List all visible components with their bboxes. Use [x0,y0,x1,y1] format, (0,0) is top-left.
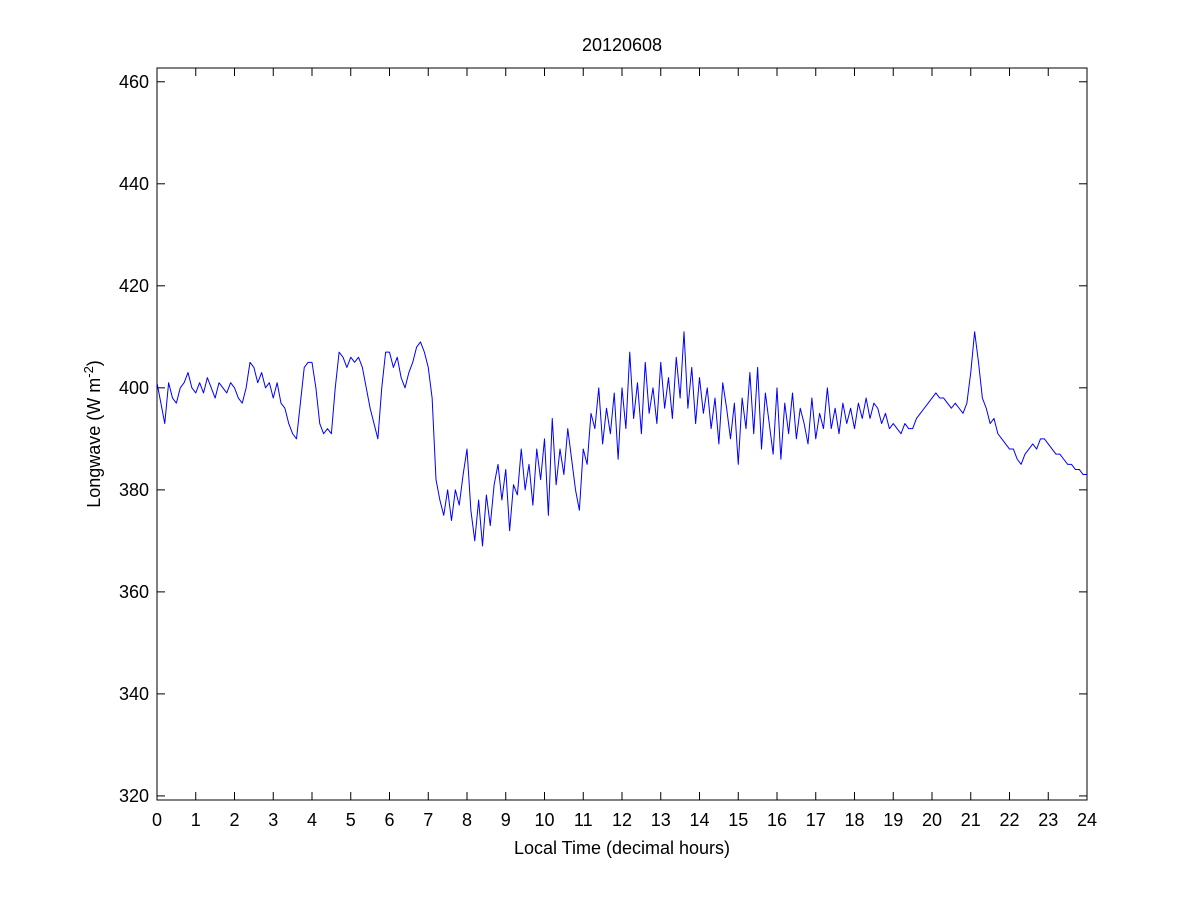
x-tick-label: 13 [651,810,671,830]
y-tick-label: 320 [119,786,149,806]
x-tick-label: 20 [922,810,942,830]
x-tick-label: 1 [191,810,201,830]
y-tick-label: 380 [119,480,149,500]
y-axis-label-end: ) [84,360,104,366]
x-tick-label: 0 [152,810,162,830]
x-tick-label: 2 [229,810,239,830]
y-tick-label: 440 [119,174,149,194]
x-tick-label: 18 [844,810,864,830]
x-tick-label: 24 [1077,810,1097,830]
x-tick-label: 15 [728,810,748,830]
y-tick-label: 420 [119,276,149,296]
x-tick-label: 6 [384,810,394,830]
x-tick-label: 14 [689,810,709,830]
x-tick-label: 22 [999,810,1019,830]
x-tick-label: 9 [501,810,511,830]
y-axis-label-main: Longwave (W m [84,378,104,508]
x-tick-label: 7 [423,810,433,830]
x-tick-label: 5 [346,810,356,830]
x-axis-label: Local Time (decimal hours) [514,838,730,858]
x-tick-label: 10 [534,810,554,830]
x-tick-label: 19 [883,810,903,830]
x-tick-label: 4 [307,810,317,830]
x-tick-label: 16 [767,810,787,830]
y-tick-label: 400 [119,378,149,398]
x-tick-label: 11 [574,810,593,830]
x-tick-label: 23 [1038,810,1058,830]
y-axis-label: Longwave (W m-2) [81,360,104,508]
data-line [156,331,1087,547]
x-tick-label: 8 [462,810,472,830]
y-tick-label: 460 [119,72,149,92]
x-tick-label: 17 [806,810,826,830]
x-tick-label: 3 [268,810,278,830]
y-tick-label: 340 [119,684,149,704]
chart-title: 20120608 [582,35,662,55]
y-tick-label: 360 [119,582,149,602]
x-tick-label: 21 [961,810,981,830]
y-axis-label-sup: -2 [81,366,96,378]
x-tick-label: 12 [612,810,632,830]
